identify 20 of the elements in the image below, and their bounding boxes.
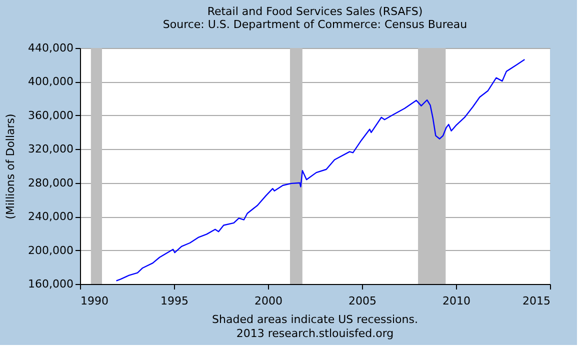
text: 2013 research.stlouisfed.org xyxy=(236,327,394,340)
y-tick-label: 360,000 xyxy=(28,108,74,122)
y-tick-label: 240,000 xyxy=(28,210,74,224)
chart-title: Retail and Food Services Sales (RSAFS) xyxy=(207,5,423,18)
x-tick-label: 2010 xyxy=(442,294,470,308)
y-tick-label: 200,000 xyxy=(28,244,74,257)
y-tick-label: 440,000 xyxy=(28,42,74,54)
y-tick-label: 400,000 xyxy=(28,75,74,88)
x-tick-label: 1990 xyxy=(80,294,108,308)
x-tick-label: 2005 xyxy=(348,294,376,308)
x-tick-label: 1995 xyxy=(160,294,188,308)
y-axis-title: (Millions of Dollars) xyxy=(4,114,18,220)
line-series xyxy=(116,58,526,282)
text: Shaded areas indicate US recessions. xyxy=(212,313,418,326)
x-tick-label: 2015 xyxy=(522,294,550,308)
y-tick-label: 320,000 xyxy=(28,142,74,156)
x-tick-label: 2000 xyxy=(254,294,282,308)
y-tick-label: 280,000 xyxy=(28,176,74,190)
y-tick-label: 160,000 xyxy=(28,278,74,290)
chart-subtitle: Source: U.S. Department of Commerce: Census Bureau xyxy=(162,18,468,31)
